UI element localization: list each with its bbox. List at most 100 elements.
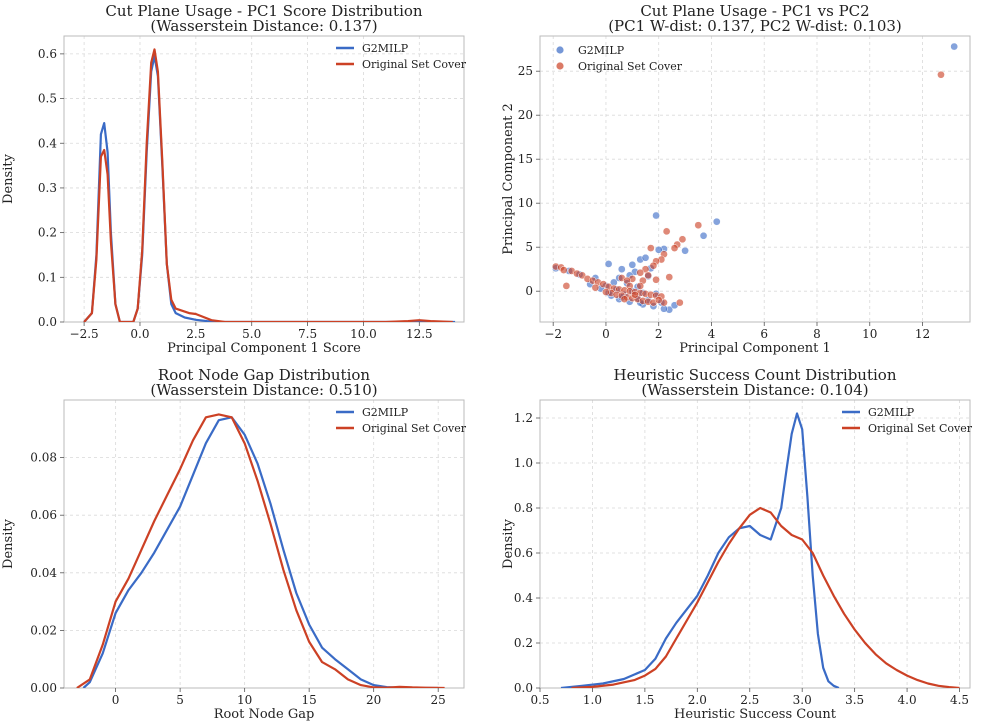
chart-4: 0.5 1.0 1.5 2.0 2.5 3.0 3.5 4.0 4.5 0.0 0.2 0.4 0.6 0… — [501, 366, 973, 722]
chart-title: Cut Plane Usage - PC1 Score Distribution — [105, 2, 422, 20]
x-tick-label: 5 — [176, 693, 184, 707]
chart-2: −2 0 2 4 6 8 10 12 0 5 10 15 20 25 Cut Plane Usage - P… — [501, 2, 971, 356]
scatter-point-original — [694, 221, 703, 230]
chart-title: Root Node Gap Distribution — [158, 366, 370, 384]
y-tick-label: 0.0 — [38, 315, 57, 329]
scatter-point-original — [631, 290, 639, 299]
x-tick-label: 10 — [237, 693, 252, 707]
y-axis-label: Density — [1, 518, 16, 569]
plot-data — [560, 412, 960, 688]
y-tick-label: 25 — [518, 64, 533, 78]
x-tick-label: 15 — [302, 693, 317, 707]
y-tick-label: 0.3 — [38, 181, 57, 195]
legend-label-g2milp: G2MILP — [578, 44, 625, 57]
chart-title: Cut Plane Usage - PC1 vs PC2 — [640, 2, 869, 20]
legend-label-original: Original Set Cover — [578, 60, 683, 73]
scatter-point-g2milp — [699, 231, 708, 240]
x-tick-label: 2.0 — [688, 693, 707, 707]
x-axis-label: Principal Component 1 — [679, 341, 831, 356]
scatter-point-original — [559, 266, 568, 274]
scatter-point-original — [591, 283, 600, 292]
scatter-point-g2milp — [641, 253, 650, 262]
x-tick-label: 3.5 — [845, 693, 864, 707]
series-line-g2milp — [83, 54, 456, 322]
x-tick-label: 0.0 — [130, 327, 149, 341]
scatter-point-original — [665, 273, 674, 281]
x-tick-label: 8 — [813, 327, 821, 341]
y-tick-label: 0.06 — [30, 508, 57, 522]
chart-subtitle: (Wasserstein Distance: 0.137) — [150, 17, 377, 35]
y-tick-label: 0.5 — [38, 92, 57, 106]
series-line-g2milp — [82, 416, 439, 688]
scatter-point-original — [636, 282, 645, 290]
x-tick-label: 3.0 — [793, 693, 812, 707]
scatter-point-original — [649, 261, 658, 270]
plot-data — [551, 42, 959, 314]
scatter-point-g2milp — [712, 217, 721, 226]
legend-label-original: Original Set Cover — [362, 422, 467, 435]
chart-subtitle: (Wasserstein Distance: 0.510) — [150, 381, 377, 399]
legend-label-original: Original Set Cover — [362, 58, 467, 71]
scatter-point-original — [654, 296, 663, 304]
chart-subtitle: (Wasserstein Distance: 0.104) — [641, 381, 868, 399]
y-tick-label: 0.0 — [514, 681, 533, 695]
x-axis-label: Root Node Gap — [214, 707, 315, 722]
x-axis-label: Heuristic Success Count — [674, 707, 837, 722]
y-tick-label: 0.4 — [514, 591, 533, 605]
x-tick-label: 1.0 — [583, 693, 602, 707]
scatter-point-original — [675, 298, 684, 307]
legend: G2MILP Original Set Cover — [842, 406, 973, 435]
plot-frame — [539, 399, 971, 689]
scatter-point-g2milp — [654, 245, 663, 254]
scatter-point-g2milp — [617, 265, 626, 274]
series-line-g2milp — [560, 412, 840, 688]
scatter-point-original — [620, 295, 629, 303]
legend-swatch-g2milp — [556, 46, 564, 54]
plot-frame — [539, 35, 971, 323]
y-tick-label: 0.1 — [38, 270, 57, 284]
y-tick-label: 1.0 — [514, 456, 533, 470]
y-tick-label: 0.4 — [38, 136, 57, 150]
chart-subtitle: (PC1 W-dist: 0.137, PC2 W-dist: 0.103) — [608, 17, 902, 35]
scatter-point-g2milp — [628, 260, 637, 269]
legend: G2MILP Original Set Cover — [336, 406, 467, 435]
y-tick-label: 10 — [518, 196, 533, 210]
y-tick-label: 0.6 — [38, 47, 57, 61]
y-tick-label: 0.6 — [514, 546, 533, 560]
x-tick-label: 6 — [760, 327, 768, 341]
y-axis-label: Density — [1, 153, 16, 204]
y-tick-label: 15 — [518, 152, 533, 166]
x-tick-label: 10 — [862, 327, 877, 341]
x-tick-label: 0 — [602, 327, 610, 341]
y-tick-label: 0.02 — [30, 623, 57, 637]
scatter-point-original — [652, 275, 660, 284]
legend-swatch-original — [556, 62, 564, 70]
x-tick-label: −2 — [544, 327, 562, 341]
x-tick-label: 20 — [366, 693, 381, 707]
scatter-point-g2milp — [604, 260, 613, 268]
x-tick-label: 2.5 — [186, 327, 205, 341]
legend: G2MILP Original Set Cover — [336, 42, 467, 71]
y-tick-label: 0.8 — [514, 501, 533, 515]
plot-frame — [63, 35, 465, 323]
y-tick-label: 0 — [525, 284, 533, 298]
plot-data — [83, 48, 456, 322]
x-tick-label: 4.5 — [950, 693, 969, 707]
scatter-point-original — [636, 268, 645, 277]
x-axis-label: Principal Component 1 Score — [167, 341, 361, 356]
legend-label-g2milp: G2MILP — [362, 406, 409, 419]
legend-label-g2milp: G2MILP — [362, 42, 409, 55]
scatter-point-original — [644, 271, 653, 280]
x-tick-label: 12 — [915, 327, 930, 341]
y-tick-label: 0.00 — [30, 681, 57, 695]
plot-data — [76, 413, 445, 688]
scatter-point-original — [937, 70, 945, 79]
y-tick-label: 0.08 — [30, 451, 57, 465]
scatter-point-original — [670, 244, 679, 252]
y-tick-label: 5 — [525, 240, 533, 254]
x-tick-label: 10.0 — [350, 327, 377, 341]
x-tick-label: 5.0 — [242, 327, 261, 341]
series-line-original — [76, 413, 445, 688]
plot-frame — [63, 399, 465, 689]
